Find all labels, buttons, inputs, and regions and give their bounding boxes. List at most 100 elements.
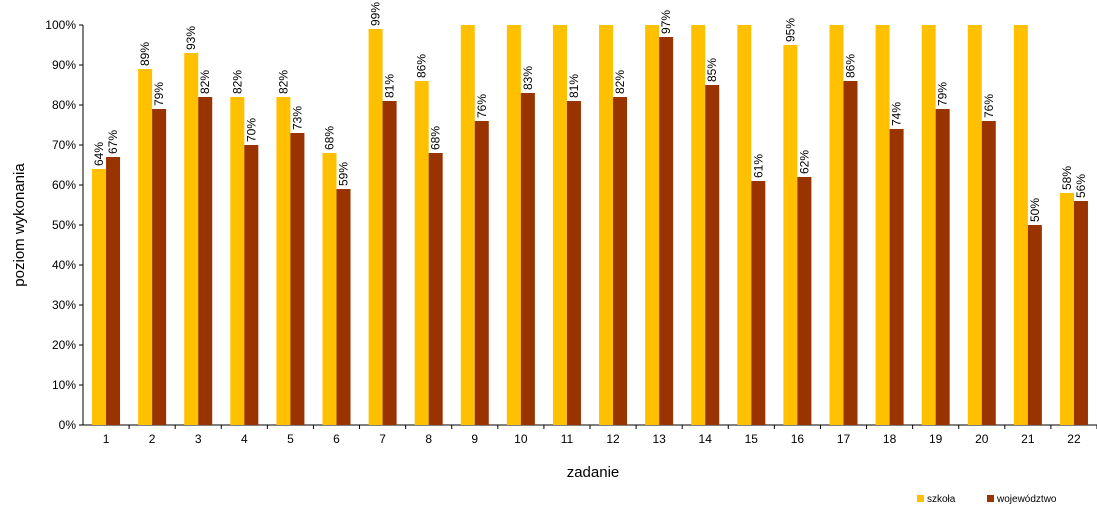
data-labels: 64% 67%89%79%93%82% 82%70%82%73%68%59%99%8… [92,2,1088,222]
data-label: 68% [429,126,443,150]
data-label: 79% [936,82,950,106]
data-label: 76% [982,94,996,118]
bar-szkola-13 [645,25,660,425]
y-tick-label: 60% [52,178,76,192]
x-tick-label: 18 [883,432,897,446]
data-label: 82% [613,70,627,94]
y-axis-title: poziom wykonania [11,163,28,287]
x-axis: 1 2 3 4 5 6 7 8 9 10 11 12 13 14 15 16 17 18 19 20 21 22 [83,424,1097,446]
bar-szkola-17 [829,25,844,425]
x-tick-label: 20 [975,432,989,446]
data-label: 59% [337,162,351,186]
y-tick-label: 50% [52,218,76,232]
legend-swatch-wojewodztwo [987,495,994,502]
data-label: 97% [659,10,673,34]
x-axis-title: zadanie [567,464,620,481]
data-label: 50% [1028,198,1042,222]
bar-szkola-2 [138,69,153,425]
data-label: 83% [521,66,535,90]
y-tick-label: 20% [52,338,76,352]
data-label: 86% [844,54,858,78]
data-label: 61% [751,154,765,178]
x-tick-label: 5 [287,432,294,446]
data-label: 99% [369,2,383,26]
y-tick-label: 0% [59,418,77,432]
y-tick-label: 10% [52,378,76,392]
bar-szkola-11 [552,25,567,425]
x-tick-label: 1 [103,432,110,446]
bar-wojewodztwo-14 [705,85,720,425]
bar-wojewodztwo-17 [843,81,858,425]
data-label: 86% [415,54,429,78]
bar-wojewodztwo-7 [382,101,397,425]
legend: szkoła województwo [917,494,1057,505]
bar-wojewodztwo-10 [520,93,535,425]
data-label: 67% [106,130,120,154]
bar-szkola-3 [184,53,199,425]
data-label: 62% [797,150,811,174]
bar-szkola-5 [276,97,291,425]
data-label: 58% [1060,166,1074,190]
data-label: 73% [290,106,304,130]
bar-szkola-6 [322,153,337,425]
x-tick-label: 15 [745,432,759,446]
data-label: 79% [152,82,166,106]
bar-wojewodztwo-15 [751,181,766,425]
x-tick-label: 14 [699,432,713,446]
bar-wojewodztwo-18 [889,129,904,425]
data-label: 82% [276,70,290,94]
x-tick-label: 2 [149,432,156,446]
bar-wojewodztwo-4 [244,145,259,425]
y-axis: 0% 10% 20% 30% 40% 50% 60% 70% 80% 90% 100% [45,18,84,432]
bar-szkola-19 [921,25,936,425]
x-tick-label: 10 [514,432,528,446]
x-tick-label: 3 [195,432,202,446]
x-tick-label: 12 [606,432,620,446]
bar-szkola-9 [460,25,475,425]
bar-szkola-8 [414,81,429,425]
bar-szkola-15 [737,25,752,425]
bar-szkola-14 [691,25,706,425]
bar-wojewodztwo-5 [290,133,305,425]
legend-label-szkola: szkoła [927,494,956,505]
x-tick-label: 19 [929,432,943,446]
y-tick-label: 100% [45,18,76,32]
data-label: 89% [138,42,152,66]
x-tick-label: 11 [561,432,574,446]
data-label: 81% [383,74,397,98]
data-label: 74% [890,102,904,126]
bar-wojewodztwo-20 [981,121,996,425]
x-tick-label: 21 [1021,432,1035,446]
bar-wojewodztwo-16 [797,177,812,425]
bar-wojewodztwo-6 [336,189,351,425]
bar-szkola-7 [368,29,383,425]
bar-szkola-21 [1013,25,1028,425]
data-label: 64% [92,142,106,166]
bar-wojewodztwo-19 [935,109,950,425]
bar-szkola-18 [875,25,890,425]
data-label: 56% [1074,174,1088,198]
bar-szkola-22 [1059,193,1074,425]
bar-wojewodztwo-22 [1073,201,1088,425]
x-tick-label: 7 [379,432,386,446]
y-tick-label: 90% [52,58,76,72]
data-label: 85% [705,58,719,82]
bar-wojewodztwo-13 [659,37,674,425]
legend-swatch-szkola [917,495,924,502]
bar-wojewodztwo-12 [613,97,628,425]
bar-szkola-4 [230,97,245,425]
legend-label-wojewodztwo: województwo [996,494,1057,505]
y-tick-label: 80% [52,98,76,112]
data-label: 82% [230,70,244,94]
y-tick-label: 40% [52,258,76,272]
bar-szkola-1 [92,169,107,425]
data-label: 81% [567,74,581,98]
bar-wojewodztwo-1 [106,157,121,425]
data-label: 70% [244,118,258,142]
x-tick-label: 6 [333,432,340,446]
bar-wojewodztwo-9 [474,121,489,425]
bar-wojewodztwo-11 [566,101,581,425]
bar-szkola-12 [599,25,614,425]
data-label: 95% [783,18,797,42]
